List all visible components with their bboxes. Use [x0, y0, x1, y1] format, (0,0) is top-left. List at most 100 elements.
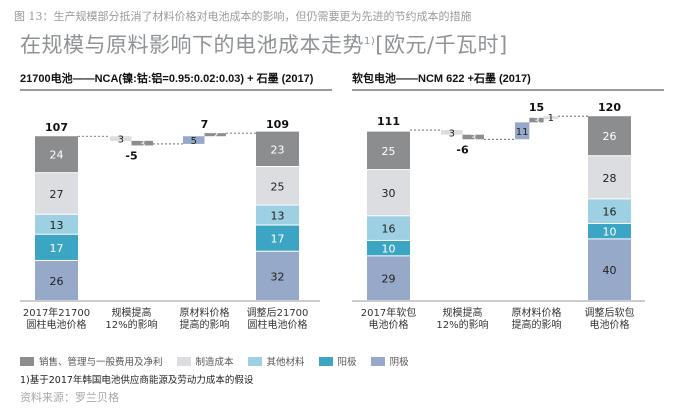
- segment-label: 16: [603, 206, 617, 219]
- segment-label: 27: [50, 188, 64, 201]
- bar-segment-cathode: [256, 251, 299, 300]
- total-label: 107: [45, 121, 68, 134]
- bar-segment-anode: [588, 224, 631, 239]
- category-label: 2017年21700: [23, 306, 90, 319]
- legend-label: 其他材料: [266, 357, 305, 368]
- title-unit: [欧元/千瓦时]: [375, 33, 508, 57]
- segment-label: 17: [271, 233, 285, 246]
- delta-label: 2: [212, 131, 218, 142]
- category-label: 调整后软包: [585, 306, 635, 319]
- divider: [20, 89, 332, 91]
- title-footnote-mark: 1): [364, 36, 376, 47]
- bar-segment-anode: [35, 234, 78, 260]
- source: 资料来源：罗兰贝格: [20, 391, 119, 404]
- step-total-label: 7: [201, 118, 209, 131]
- category-label: 规模提高: [112, 306, 152, 319]
- segment-label: 16: [382, 223, 396, 236]
- bar-segment-other: [256, 205, 299, 225]
- figure-caption: 图 13：生产规模部分抵消了材料价格对电池成本的影响，但仍需要更为先进的节约成本…: [14, 10, 472, 23]
- category-label: 规模提高: [443, 306, 483, 319]
- category-label: 圆柱电池价格: [248, 318, 308, 331]
- segment-label: 28: [603, 172, 617, 185]
- category-label: 电池价格: [590, 318, 630, 331]
- bar-segment-cathode: [367, 256, 410, 300]
- delta-segment-sga: [204, 133, 226, 137]
- segment-label: 13: [50, 219, 64, 232]
- bar-segment-sga: [588, 116, 631, 156]
- bar-segment-manuf: [256, 167, 299, 205]
- category-label: 12%的影响: [105, 318, 157, 331]
- category-label: 原材料价格: [512, 306, 562, 319]
- category-label: 提高的影响: [180, 318, 230, 331]
- delta-segment-manuf: [441, 130, 463, 135]
- legend-item: 阴极: [370, 354, 409, 368]
- segment-label: 26: [50, 275, 64, 288]
- category-label: 12%的影响: [436, 318, 488, 331]
- bar-segment-other: [588, 199, 631, 223]
- total-label: 111: [377, 115, 400, 128]
- bar-segment-cathode: [35, 260, 78, 300]
- chart-subtitle-left: 21700电池——NCA(镍:钴:铝=0.95:0.02:0.03) + 石墨 …: [20, 73, 314, 85]
- segment-label: 30: [382, 187, 396, 200]
- delta-segment-sga: [462, 134, 484, 140]
- chart-subtitle-right: 软包电池——NCM 622 +石墨 (2017): [352, 73, 531, 85]
- legend-swatch: [318, 356, 333, 366]
- bar-segment-manuf: [588, 156, 631, 199]
- bar-segment-cathode: [588, 239, 631, 300]
- legend-label: 销售、管理与一般费用及净利: [39, 357, 163, 368]
- segment-label: 10: [603, 226, 617, 239]
- legend-label: 阳极: [337, 357, 357, 368]
- delta-label: 5: [191, 136, 197, 147]
- delta-label: 3: [139, 139, 145, 150]
- bar-segment-sga: [256, 131, 299, 167]
- bar-segment-manuf: [35, 173, 78, 214]
- delta-segment-cathode: [183, 136, 205, 144]
- segment-label: 25: [382, 145, 396, 158]
- total-label: 109: [266, 118, 289, 131]
- delta-label: 1: [548, 113, 554, 124]
- bar-segment-other: [35, 214, 78, 234]
- step-total-label: -5: [125, 149, 137, 162]
- legend-label: 阴极: [389, 357, 409, 368]
- step-total-label: 15: [529, 101, 544, 114]
- page-title: 在规模与原料影响下的电池成本走势1)[欧元/千瓦时]: [20, 29, 508, 59]
- category-label: 2017年软包: [361, 306, 416, 319]
- segment-label: 23: [271, 143, 285, 156]
- category-label: 提高的影响: [512, 318, 562, 331]
- title-text: 在规模与原料影响下的电池成本走势: [20, 33, 364, 57]
- delta-segment-cathode: [515, 122, 530, 140]
- category-label: 电池价格: [369, 318, 409, 331]
- total-label: 120: [598, 101, 621, 114]
- delta-label: 3: [470, 133, 476, 144]
- legend-item: 其他材料: [247, 354, 305, 368]
- segment-label: 25: [271, 180, 285, 193]
- segment-label: 13: [271, 210, 285, 223]
- delta-segment-manuf: [110, 136, 132, 141]
- delta-label: 3: [118, 135, 124, 146]
- footnote: 1)基于2017年韩国电池供应商能源及劳动力成本的假设: [20, 375, 254, 386]
- delta-label: 11: [516, 127, 529, 138]
- delta-segment-manuf: [543, 116, 558, 120]
- bar-segment-anode: [256, 225, 299, 251]
- delta-label: 3: [533, 116, 539, 127]
- segment-label: 10: [382, 243, 396, 256]
- legend-item: 阳极: [318, 354, 357, 368]
- segment-label: 24: [50, 149, 64, 162]
- legend-label: 制造成本: [195, 357, 234, 368]
- step-total-label: -6: [456, 143, 469, 156]
- segment-label: 26: [603, 130, 617, 143]
- segment-label: 32: [271, 270, 285, 283]
- bar-segment-other: [367, 216, 410, 240]
- category-label: 原材料价格: [180, 306, 230, 319]
- segment-label: 17: [50, 242, 64, 255]
- category-label: 圆柱电池价格: [27, 318, 87, 331]
- legend-swatch: [247, 356, 262, 366]
- segment-label: 40: [603, 264, 617, 277]
- bar-segment-anode: [367, 240, 410, 256]
- delta-label: 3: [449, 128, 455, 139]
- delta-segment-sga: [529, 117, 544, 123]
- category-label: 调整后21700: [247, 306, 309, 319]
- legend-item: 销售、管理与一般费用及净利: [20, 354, 163, 368]
- legend: 销售、管理与一般费用及净利 制造成本 其他材料 阳极 阴极: [20, 354, 409, 368]
